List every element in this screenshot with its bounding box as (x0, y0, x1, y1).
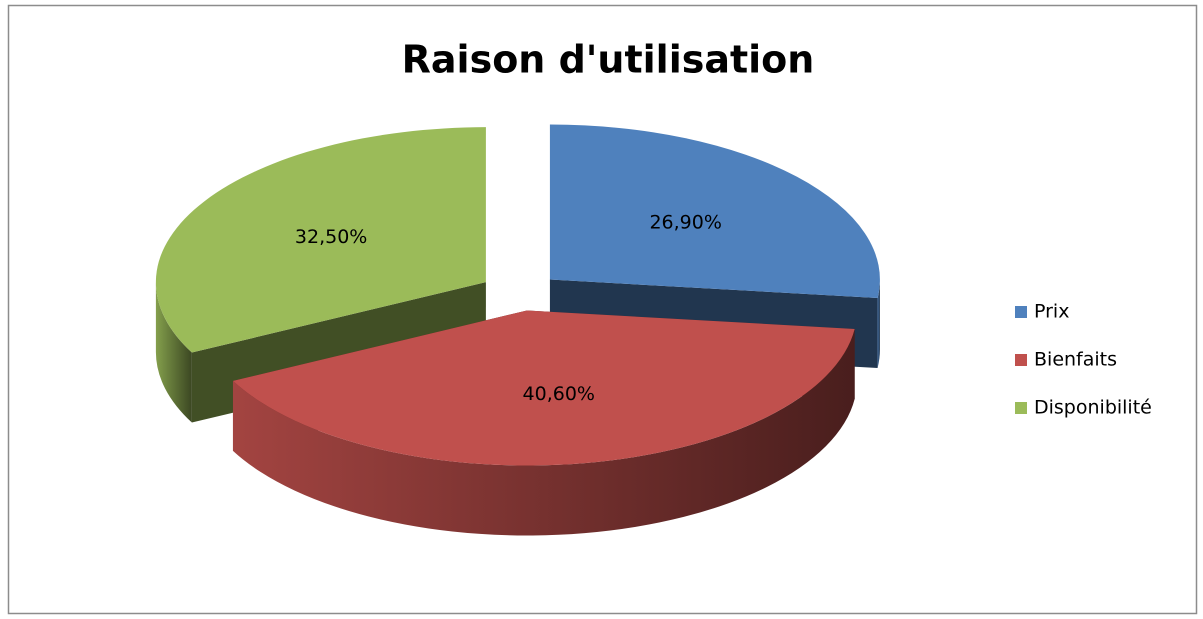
slice-top (232, 310, 855, 466)
slice-top (549, 124, 880, 298)
slice-side (155, 282, 192, 423)
slice-top (155, 127, 486, 353)
data-label: 40,60% (523, 383, 595, 405)
slice-side (877, 279, 880, 368)
slice (232, 310, 855, 536)
legend-label: Prix (1034, 301, 1069, 323)
legend-swatch (1015, 402, 1027, 414)
legend-label: Disponibilité (1034, 397, 1152, 419)
data-label: 26,90% (649, 211, 721, 233)
legend-swatch (1015, 354, 1027, 366)
legend-swatch (1015, 306, 1027, 318)
slice-side (232, 328, 855, 536)
legend-label: Bienfaits (1034, 349, 1117, 371)
data-label: 32,50% (295, 226, 367, 248)
chart-title: Raison d'utilisation (402, 38, 815, 82)
